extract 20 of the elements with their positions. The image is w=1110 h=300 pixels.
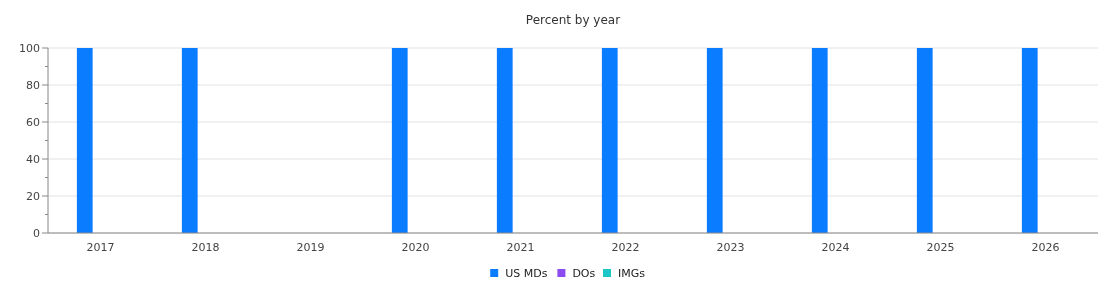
x-tick-label: 2017: [86, 241, 115, 254]
chart-title: Percent by year: [525, 13, 621, 27]
y-tick-label: 60: [26, 115, 40, 129]
y-tick-label: 100: [19, 41, 40, 55]
legend-label: IMGs: [618, 266, 646, 280]
x-tick-label: 2025: [926, 241, 955, 254]
legend-label: US MDs: [505, 266, 548, 280]
legend-label: DOs: [572, 266, 596, 280]
y-tick-label: 0: [33, 226, 40, 240]
x-tick-label: 2021: [506, 241, 535, 254]
x-tick-label: 2023: [716, 241, 745, 254]
y-tick-label: 20: [26, 189, 40, 203]
x-tick-label: 2018: [191, 241, 220, 254]
x-tick-label: 2022: [611, 241, 640, 254]
x-tick-label: 2024: [821, 241, 850, 254]
x-tick-label: 2019: [296, 241, 325, 254]
x-tick-label: 2020: [401, 241, 430, 254]
y-tick-label: 80: [26, 78, 40, 92]
x-tick-label: 2026: [1031, 241, 1060, 254]
y-tick-label: 40: [26, 152, 40, 166]
